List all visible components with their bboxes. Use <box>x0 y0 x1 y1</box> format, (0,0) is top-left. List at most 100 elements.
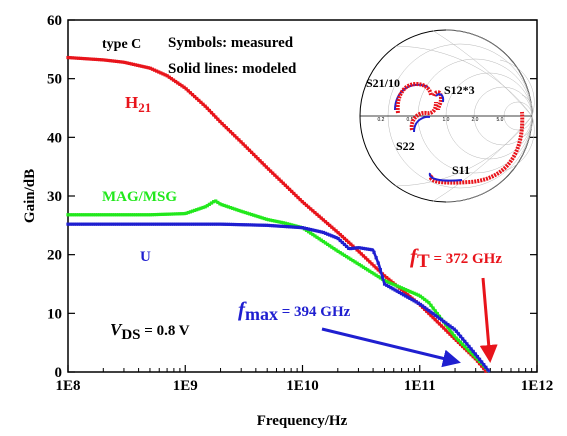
series-point-mag-msg <box>340 252 344 256</box>
series-point-mag-msg <box>188 210 193 214</box>
series-point-h21 <box>321 218 325 222</box>
series-point-h21 <box>243 144 247 148</box>
series-point-h21 <box>288 187 292 191</box>
series-point-h21 <box>241 142 245 146</box>
series-point-u <box>72 222 76 226</box>
series-point-u <box>340 240 344 245</box>
series-point-u <box>74 222 79 226</box>
series-point-u <box>273 224 277 228</box>
y-tick-label: 0 <box>55 365 63 381</box>
series-point-u <box>484 365 488 369</box>
series-point-mag-msg <box>254 214 258 218</box>
series-point-h21 <box>125 61 129 65</box>
series-point-mag-msg <box>391 282 395 286</box>
series-point-u <box>363 247 368 251</box>
series-point-h21 <box>264 165 268 169</box>
series-point-u <box>197 222 201 226</box>
series-point-mag-msg <box>395 284 399 288</box>
series-point-h21 <box>245 146 249 150</box>
series-point-u <box>342 242 347 247</box>
series-point-h21 <box>344 238 349 242</box>
series-point-u <box>486 368 490 372</box>
series-point-h21 <box>454 338 458 342</box>
series-point-mag-msg <box>357 262 361 267</box>
series-point-u <box>290 225 294 229</box>
series-point-u <box>370 248 374 252</box>
series-point-u <box>467 344 471 349</box>
s22-trace-model <box>413 115 431 133</box>
series-point-u <box>298 225 302 230</box>
smith-tick-label: 2.0 <box>472 117 479 123</box>
series-point-mag-msg <box>475 357 480 361</box>
series-point-h21 <box>315 212 319 217</box>
series-point-u <box>87 222 91 226</box>
series-point-mag-msg <box>121 213 125 217</box>
s21-trace <box>395 81 433 114</box>
series-point-mag-msg <box>112 213 117 217</box>
series-point-mag-msg <box>79 213 83 217</box>
series-point-u <box>334 235 338 240</box>
series-point-u <box>351 246 355 250</box>
series-point-h21 <box>76 56 81 60</box>
series-point-u <box>129 222 133 226</box>
series-point-u <box>171 222 176 226</box>
series-point-h21 <box>328 223 332 227</box>
series-point-u <box>260 223 264 227</box>
series-point-u <box>193 222 197 226</box>
series-point-h21 <box>178 82 182 86</box>
series-point-u <box>281 224 285 229</box>
series-point-h21 <box>437 322 442 326</box>
series-point-h21 <box>279 179 283 183</box>
series-point-mag-msg <box>325 242 330 246</box>
series-point-mag-msg <box>378 276 382 280</box>
series-point-h21 <box>336 231 340 235</box>
series-point-u <box>399 292 404 296</box>
series-point-u <box>412 299 416 303</box>
series-point-h21 <box>469 353 473 357</box>
series-point-mag-msg <box>328 244 332 248</box>
series-point-u <box>214 222 218 226</box>
series-point-mag-msg <box>355 261 359 265</box>
series-point-h21 <box>480 364 484 368</box>
series-point-h21 <box>163 73 167 77</box>
series-point-u <box>477 357 482 361</box>
series-point-h21 <box>370 262 374 266</box>
series-point-u <box>205 222 209 226</box>
series-point-mag-msg <box>186 210 190 215</box>
series-point-u <box>220 222 224 226</box>
series-point-h21 <box>184 87 188 91</box>
type-label: type C <box>102 37 141 52</box>
series-point-h21 <box>150 67 155 71</box>
s11-trace <box>428 111 525 185</box>
series-point-mag-msg <box>243 210 247 215</box>
series-point-h21 <box>171 78 176 82</box>
series-point-mag-msg <box>93 213 98 217</box>
series-point-u <box>243 223 247 227</box>
series-point-mag-msg <box>256 214 260 219</box>
series-point-u <box>269 223 273 228</box>
series-point-mag-msg <box>231 206 235 210</box>
series-point-u <box>431 312 435 316</box>
series-point-h21 <box>142 65 146 69</box>
series-point-u <box>89 222 93 226</box>
series-point-h21 <box>435 320 439 324</box>
series-point-h21 <box>275 175 279 179</box>
series-point-h21 <box>233 134 237 138</box>
series-point-u <box>378 268 382 272</box>
series-point-mag-msg <box>473 355 477 359</box>
series-point-mag-msg <box>104 213 108 217</box>
s22-trace <box>409 101 438 131</box>
series-point-h21 <box>376 268 380 272</box>
series-point-u <box>458 334 463 338</box>
series-point-mag-msg <box>406 288 410 293</box>
series-point-u <box>104 222 108 226</box>
series-point-mag-msg <box>408 289 412 294</box>
series-point-u <box>91 222 95 226</box>
series-point-u <box>235 222 239 227</box>
smith-chart-inset: 0.2 0.5 1.0 2.0 5.0 S21/10 S12*3 S22 S11 <box>359 29 535 203</box>
series-point-mag-msg <box>304 228 309 232</box>
series-point-u <box>110 222 114 226</box>
series-point-mag-msg <box>285 222 290 226</box>
series-point-h21 <box>93 57 98 61</box>
series-point-u <box>256 223 260 227</box>
